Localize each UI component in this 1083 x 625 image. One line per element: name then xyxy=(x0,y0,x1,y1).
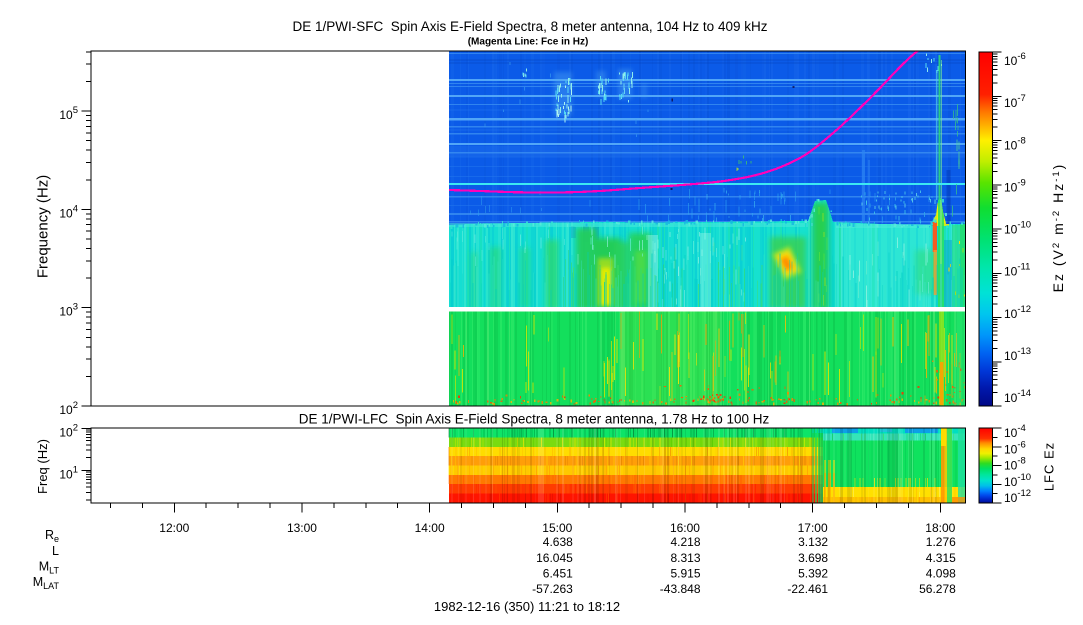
svg-text:16:00: 16:00 xyxy=(670,521,700,535)
svg-text:18:00: 18:00 xyxy=(925,521,955,535)
svg-text:3.132: 3.132 xyxy=(798,535,828,549)
svg-text:16.045: 16.045 xyxy=(536,551,573,565)
svg-text:-57.263: -57.263 xyxy=(532,582,573,596)
svg-text:8.313: 8.313 xyxy=(670,551,700,565)
svg-text:3.698: 3.698 xyxy=(798,551,828,565)
svg-text:56.278: 56.278 xyxy=(919,582,956,596)
svg-text:13:00: 13:00 xyxy=(287,521,317,535)
svg-text:12:00: 12:00 xyxy=(159,521,189,535)
svg-text:L: L xyxy=(52,544,59,558)
svg-text:Ez (V2 m-2 Hz-1): Ez (V2 m-2 Hz-1) xyxy=(1050,163,1066,293)
svg-text:4.315: 4.315 xyxy=(926,551,956,565)
svg-text:4.218: 4.218 xyxy=(670,535,700,549)
svg-text:6.451: 6.451 xyxy=(543,567,573,581)
svg-text:15:00: 15:00 xyxy=(542,521,572,535)
svg-text:Freq (Hz): Freq (Hz) xyxy=(35,439,50,494)
svg-text:5.392: 5.392 xyxy=(798,567,828,581)
svg-text:Frequency (Hz): Frequency (Hz) xyxy=(35,175,52,278)
svg-text:4.638: 4.638 xyxy=(543,535,573,549)
svg-text:4.098: 4.098 xyxy=(926,567,956,581)
svg-text:-22.461: -22.461 xyxy=(787,582,828,596)
svg-text:5.915: 5.915 xyxy=(670,567,700,581)
svg-text:14:00: 14:00 xyxy=(415,521,445,535)
svg-text:17:00: 17:00 xyxy=(798,521,828,535)
svg-text:LFC Ez: LFC Ez xyxy=(1042,442,1057,491)
svg-text:DE 1/PWI-LFC Spin Axis E-Fiel: DE 1/PWI-LFC Spin Axis E-Field Spectra, … xyxy=(299,412,770,427)
svg-text:1.276: 1.276 xyxy=(926,535,956,549)
svg-text:DE 1/PWI-SFC Spin Axis E-Fiel: DE 1/PWI-SFC Spin Axis E-Field Spectra, … xyxy=(293,19,768,34)
svg-text:1982-12-16 (350) 11:21 to 18:1: 1982-12-16 (350) 11:21 to 18:12 xyxy=(434,599,620,614)
svg-text:(Magenta Line: Fce in Hz): (Magenta Line: Fce in Hz) xyxy=(468,37,589,48)
svg-text:-43.848: -43.848 xyxy=(660,582,701,596)
